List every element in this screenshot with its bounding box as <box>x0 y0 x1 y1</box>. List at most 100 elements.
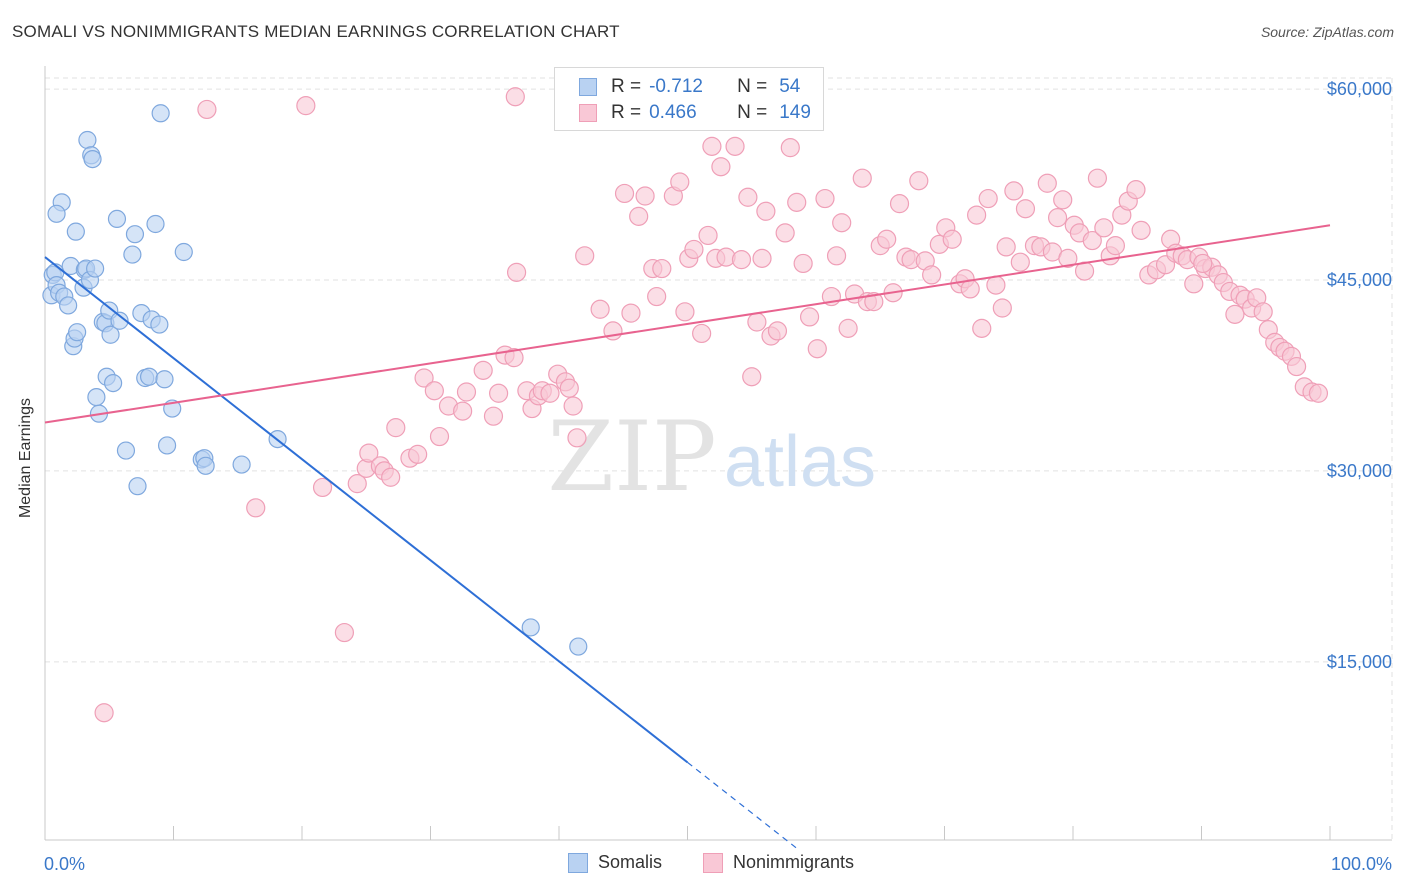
chart-title: SOMALI VS NONIMMIGRANTS MEDIAN EARNINGS … <box>12 22 620 41</box>
somalis-trend-line <box>44 256 689 764</box>
nonimmigrant-point <box>489 383 509 403</box>
nonimmigrant-point <box>725 136 745 156</box>
nonimmigrant-point <box>408 444 428 464</box>
nonimmigrant-point <box>1225 304 1245 324</box>
somali-point <box>139 367 159 386</box>
nonimmigrant-point <box>738 187 758 207</box>
nonimmigrant-point <box>506 262 527 282</box>
nonimmigrant-point <box>424 381 444 401</box>
y-tick-label: $15,000 <box>1327 652 1392 672</box>
nonimmigrant-point <box>414 368 434 388</box>
somali-point <box>59 296 78 315</box>
nonimmigrant-point <box>992 298 1012 318</box>
nonimmigrant-point <box>456 382 477 402</box>
somalis-swatch <box>568 852 588 873</box>
nonimmigrant-point <box>780 138 800 158</box>
somalis-swatch <box>579 78 597 96</box>
nonimmigrant-point <box>877 229 897 249</box>
nonimmigrant-point <box>1308 383 1329 403</box>
somali-point <box>104 373 123 393</box>
nonimmigrant-point <box>692 323 712 344</box>
somali-point <box>116 441 136 460</box>
somalis-legend-label: Somalis <box>598 852 663 872</box>
nonimmigrant-point <box>702 136 722 156</box>
nonimmigrants-swatch <box>703 852 723 873</box>
nonimmigrant-point <box>832 213 852 233</box>
nonimmigrant-point <box>575 246 595 266</box>
nonimmigrant-point <box>1253 302 1273 322</box>
somali-point <box>128 477 147 496</box>
grid-lines <box>45 77 1393 840</box>
nonimmigrant-point <box>960 279 980 299</box>
nonimmigrant-point <box>590 299 610 319</box>
nonimmigrant-point <box>1053 190 1073 210</box>
axes <box>44 66 1392 841</box>
nonimmigrant-point <box>826 246 847 266</box>
nonimmigrant-point <box>197 99 217 120</box>
nonimmigrant-point <box>296 96 316 116</box>
somalis-points <box>42 104 588 656</box>
nonimmigrant-point <box>635 186 655 206</box>
nonimmigrant-point <box>567 428 587 448</box>
nonimmigrant-point <box>1184 274 1204 294</box>
legend-row-somalis: R = -0.712 N = 54 <box>579 75 800 99</box>
nonimmigrant-point <box>996 237 1016 257</box>
legend-row-nonimmigrants: R = 0.466 N = 149 <box>579 101 811 125</box>
somali-point <box>232 455 251 474</box>
nonimmigrant-point <box>563 396 583 416</box>
nonimmigrant-point <box>698 225 718 246</box>
bottom-legend-somalis[interactable]: Somalis <box>568 852 662 873</box>
x-tick-label-start: 0.0% <box>44 854 85 874</box>
nonimmigrant-point <box>815 188 835 209</box>
somali-point <box>47 204 66 223</box>
nonimmigrant-point <box>942 229 962 249</box>
nonimmigrant-point <box>1126 180 1146 200</box>
nonimmigrant-point <box>767 321 788 341</box>
nonimmigrant-point <box>793 253 813 274</box>
nonimmigrant-point <box>807 339 827 359</box>
nonimmigrants-legend-label: Nonimmigrants <box>733 852 855 872</box>
source-credit: Source: ZipAtlas.com <box>1260 24 1394 40</box>
bottom-legend-nonimmigrants[interactable]: Nonimmigrants <box>703 852 854 873</box>
nonimmigrant-point <box>1094 218 1114 238</box>
legend-r-label: R = <box>611 76 642 97</box>
y-axis-label: Median Earnings <box>17 397 34 519</box>
nonimmigrant-point <box>838 318 858 338</box>
somali-point <box>146 214 165 234</box>
somali-point <box>68 323 87 342</box>
nonimmigrant-point <box>652 258 672 279</box>
nonimmigrant-point <box>1105 236 1126 256</box>
nonimmigrant-point <box>852 168 872 188</box>
nonimmigrant-point <box>540 383 560 403</box>
nonimmigrant-point <box>1082 230 1102 251</box>
nonimmigrant-point <box>629 206 649 226</box>
somali-point <box>101 325 120 344</box>
nonimmigrant-point <box>675 302 695 322</box>
tick-labels: $15,000 $30,000 $45,000 $60,000 0.0% 100.0% <box>44 79 1392 874</box>
legend-n-label: N = <box>737 76 768 97</box>
somali-point <box>86 259 105 278</box>
y-tick-label: $30,000 <box>1327 461 1392 481</box>
somali-point <box>196 456 215 475</box>
nonimmigrant-point <box>742 367 762 387</box>
nonimmigrant-point <box>775 223 795 243</box>
legend-r-label: R = <box>611 102 642 123</box>
legend-n-value: 149 <box>779 102 811 123</box>
somali-point <box>155 370 174 389</box>
nonimmigrant-point <box>972 318 992 338</box>
nonimmigrant-point <box>967 205 987 225</box>
x-tick-label-end: 100.0% <box>1331 854 1392 874</box>
nonimmigrant-point <box>473 360 493 380</box>
nonimmigrants-trend-line <box>44 224 1331 424</box>
nonimmigrant-point <box>986 275 1006 295</box>
nonimmigrant-point <box>1286 356 1307 377</box>
nonimmigrant-point <box>1037 173 1057 193</box>
nonimmigrants-points <box>94 87 1329 723</box>
nonimmigrant-point <box>731 250 752 270</box>
nonimmigrant-point <box>1131 220 1151 240</box>
nonimmigrant-point <box>621 303 641 323</box>
nonimmigrant-point <box>1047 208 1068 228</box>
nonimmigrant-point <box>614 183 635 204</box>
nonimmigrant-point <box>559 378 579 398</box>
